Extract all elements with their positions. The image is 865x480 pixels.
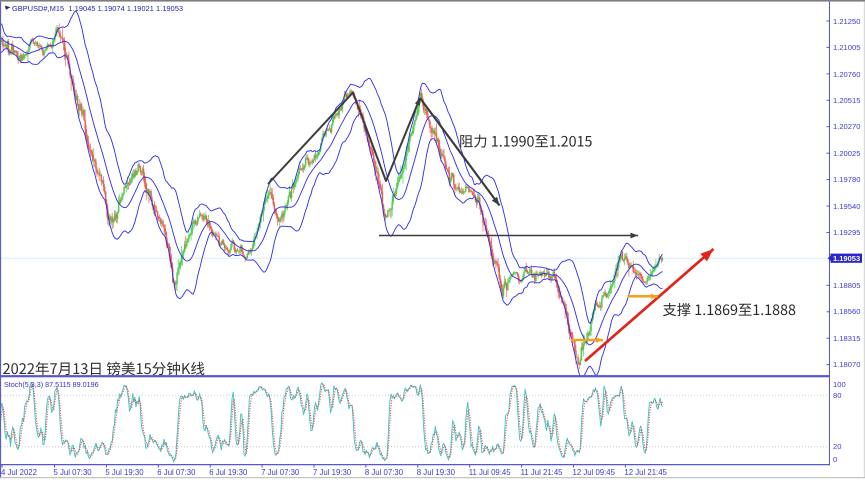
window-bottom-border xyxy=(0,477,865,479)
caption-annotation xyxy=(3,361,205,376)
current-price-pointer xyxy=(827,256,831,261)
time-axis-label: 12 Jul 21:45 xyxy=(624,468,667,478)
stoch-signal-line xyxy=(1,382,663,461)
stochastic-label: Stoch(5,3,3) 87.5115 89.0196 xyxy=(4,379,99,389)
price-axis-label: 1.20270 xyxy=(833,122,861,132)
window-right-border xyxy=(863,1,865,478)
price-axis-label: 1.19780 xyxy=(833,175,861,185)
price-axis-label: 1.19295 xyxy=(833,228,861,238)
price-axis-label: 1.18805 xyxy=(833,280,861,290)
time-axis-label: 5 Jul 19:30 xyxy=(105,468,144,478)
main-plot-area[interactable] xyxy=(0,10,664,377)
stoch-main-line xyxy=(1,381,663,464)
time-axis-label: 5 Jul 07:30 xyxy=(53,468,92,478)
candle-bodies-up xyxy=(1,27,664,365)
yellow-support-arrow-1[interactable] xyxy=(570,337,604,343)
stoch-scale-label: 100 xyxy=(833,380,846,390)
current-price-box xyxy=(830,253,862,263)
price-axis-label: 1.19540 xyxy=(833,201,861,211)
pane-separator[interactable] xyxy=(0,375,830,378)
chart-title-ohlc: GBPUSD#,M15 1.19045 1.19074 1.19021 1.19… xyxy=(12,3,184,13)
downtrend-arrow[interactable] xyxy=(419,97,501,207)
resistance-annotation xyxy=(460,134,592,148)
time-axis-label: 11 Jul 21:45 xyxy=(520,468,563,478)
price-axis-label: 1.18560 xyxy=(833,307,861,317)
zigzag-trendline[interactable] xyxy=(267,91,421,185)
stoch-scale-label: 20 xyxy=(833,442,842,452)
current-price-label: 1.19053 xyxy=(833,253,861,263)
stochastic-pane[interactable] xyxy=(0,381,830,464)
price-axis-label: 1.18315 xyxy=(833,333,861,343)
candle-bodies-down xyxy=(2,27,663,365)
yellow-support-arrow-2[interactable] xyxy=(627,293,659,299)
time-axis-label: 8 Jul 19:30 xyxy=(416,468,455,478)
price-axis-label: 1.18070 xyxy=(833,360,861,370)
candle-wicks-up xyxy=(1,25,663,366)
time-axis-label: 11 Jul 09:45 xyxy=(468,468,511,478)
bollinger-middle-band xyxy=(1,37,663,346)
horizontal-resistance-arrow[interactable] xyxy=(379,232,638,239)
time-axis-label: 7 Jul 07:30 xyxy=(261,468,300,478)
symbol-marker-triangle-icon xyxy=(5,5,11,10)
price-axis-label: 1.21250 xyxy=(833,16,861,26)
price-axis-label: 1.20515 xyxy=(833,95,861,105)
time-axis-label: 12 Jul 09:45 xyxy=(572,468,615,478)
time-axis-label: 7 Jul 19:30 xyxy=(313,468,352,478)
price-axis-label: 1.20760 xyxy=(833,69,861,79)
time-axis-label: 6 Jul 07:30 xyxy=(157,468,196,478)
bollinger-lower-band xyxy=(1,47,663,376)
price-axis-label: 1.20025 xyxy=(833,148,861,158)
time-axis-label: 6 Jul 19:30 xyxy=(209,468,248,478)
bollinger-upper-band xyxy=(1,10,663,325)
stoch-scale-label: 0 xyxy=(833,455,838,464)
stoch-scale-label: 80 xyxy=(833,390,842,400)
support-annotation xyxy=(663,302,796,317)
window-top-border xyxy=(0,0,865,2)
red-uptrend-arrow[interactable] xyxy=(584,247,715,363)
window-left-border xyxy=(0,1,2,478)
time-axis-label: 8 Jul 07:30 xyxy=(364,468,404,478)
candle-wicks-down xyxy=(2,23,662,369)
price-axis-label: 1.21005 xyxy=(833,43,861,52)
time-axis-label: 4 Jul 2022 xyxy=(1,468,37,478)
